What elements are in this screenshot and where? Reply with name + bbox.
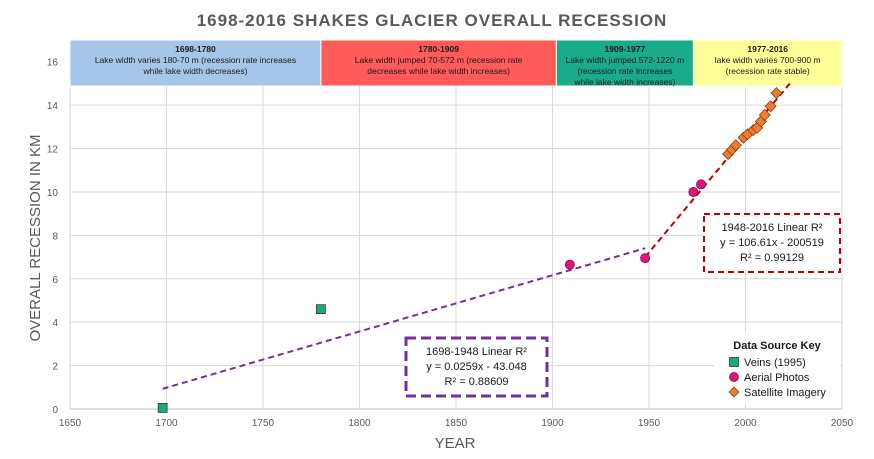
y-tick-label: 16	[47, 58, 59, 69]
trendline-equation: y = 106.61x - 200519	[720, 237, 824, 249]
period-band-4	[692, 39, 843, 87]
trendline-r2: R² = 0.99129	[740, 252, 804, 264]
x-tick-label: 1700	[155, 418, 178, 429]
axes: 1650 1700 1750 1800 1850 1900 1950 2000 2050 0 2 4 6…	[47, 58, 854, 429]
x-tick-label: 1750	[252, 418, 275, 429]
data-points	[157, 87, 783, 413]
legend-label: Satellite Imagery	[744, 387, 826, 399]
point-aerial	[696, 179, 707, 190]
y-tick-label: 2	[52, 362, 58, 373]
y-tick-label: 10	[47, 188, 59, 199]
point-veins	[316, 304, 326, 315]
x-tick-label: 1950	[638, 418, 661, 429]
point-satellite	[770, 87, 783, 100]
point-aerial	[640, 253, 651, 264]
trendline-labels: 1698-1948 Linear R² y = 0.0259x - 43.048 R…	[404, 213, 841, 398]
trendline-equation: y = 0.0259x - 43.048	[426, 361, 527, 373]
chart-title: 1698-2016 SHAKES GLACIER OVERALL RECESSI…	[197, 11, 668, 30]
y-tick-label: 4	[52, 318, 58, 329]
trendline-name: 1698-1948 Linear R²	[426, 346, 527, 358]
y-tick-label: 0	[52, 405, 58, 416]
x-tick-label: 1900	[541, 418, 564, 429]
x-tick-label: 1850	[445, 418, 468, 429]
x-tick-label: 1650	[59, 418, 82, 429]
period-description: Lake width jumped 572-1220 m (recession r…	[566, 55, 685, 87]
y-tick-label: 14	[47, 101, 59, 112]
period-title: 1909-1977	[605, 44, 646, 54]
legend-label: Veins (1995)	[744, 357, 806, 369]
trendline-name: 1948-2016 Linear R²	[722, 222, 823, 234]
y-axis-label: OVERALL RECESSION IN KM	[27, 135, 44, 342]
period-title: 1977-2016	[747, 44, 788, 54]
trendline-box-1	[404, 336, 549, 398]
period-title: 1780-1909	[418, 44, 459, 54]
trendline-box-2	[703, 213, 841, 273]
trendline-2	[644, 82, 791, 258]
x-axis-label: YEAR	[435, 435, 476, 452]
period-band-3	[555, 39, 694, 87]
trendline-r2: R² = 0.88609	[445, 376, 509, 388]
legend-title: Data Source Key	[733, 340, 821, 352]
period-title: 1698-1780	[175, 44, 216, 54]
y-tick-label: 6	[52, 275, 58, 286]
x-tick-label: 2050	[831, 418, 854, 429]
x-tick-label: 1800	[348, 418, 371, 429]
trendline-1	[162, 247, 646, 390]
point-aerial	[564, 259, 575, 270]
legend-marker-satellite	[728, 386, 740, 398]
point-satellite	[729, 139, 742, 152]
legend: Data Source Key Veins (1995) Aerial Photos…	[714, 333, 840, 403]
x-tick-label: 2000	[734, 418, 757, 429]
legend-marker-aerial	[729, 372, 739, 382]
legend-label: Aerial Photos	[744, 372, 810, 384]
trendlines	[162, 82, 791, 390]
period-description: Lake width varies 180-70 m (recession ra…	[95, 55, 296, 76]
point-veins	[157, 403, 168, 413]
period-description: lake width varies 700-900 m (recession ra…	[715, 55, 821, 76]
point-aerial	[688, 186, 699, 197]
period-description: Lake width jumped 70-572 m (recession ra…	[355, 55, 523, 76]
period-band-2	[320, 39, 557, 87]
y-tick-label: 12	[47, 145, 59, 156]
legend-marker-veins	[729, 357, 739, 367]
point-satellite	[764, 100, 777, 113]
y-tick-label: 8	[52, 231, 58, 242]
point-satellite	[758, 108, 771, 121]
